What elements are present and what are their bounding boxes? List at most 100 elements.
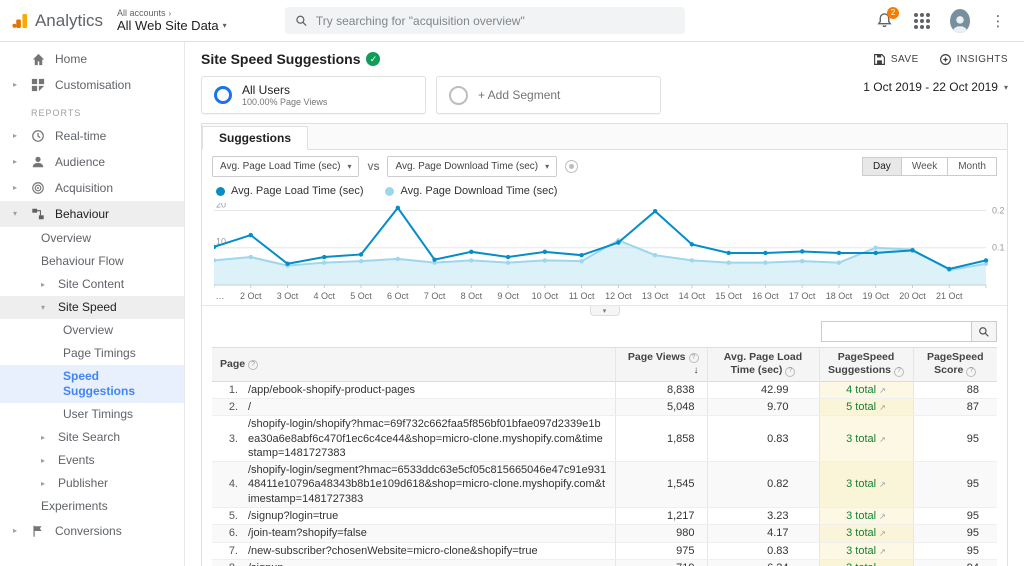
suggestions-cell[interactable]: 3 total ↗ <box>819 559 913 566</box>
reports-section-label: REPORTS <box>0 98 184 123</box>
page-cell[interactable]: /join-team?shopify=false <box>240 525 615 542</box>
info-icon[interactable]: ? <box>966 367 976 377</box>
sidebar-item-user-timings[interactable]: User Timings <box>0 403 184 426</box>
caret-right-icon: ▸ <box>13 80 21 90</box>
notifications-button[interactable]: 2 <box>874 11 894 31</box>
suggestions-cell[interactable]: 4 total ↗ <box>819 381 913 398</box>
granularity-month-button[interactable]: Month <box>948 157 997 176</box>
global-search-input[interactable] <box>316 14 675 28</box>
sidebar-item-behaviour-overview[interactable]: Overview <box>0 227 184 250</box>
svg-text:9 Oct: 9 Oct <box>497 291 519 301</box>
notification-badge: 2 <box>887 7 899 19</box>
granularity-week-button[interactable]: Week <box>902 157 948 176</box>
apps-grid-button[interactable] <box>912 11 932 31</box>
page-cell[interactable]: /new-subscriber?chosenWebsite=micro-clon… <box>240 542 615 559</box>
sidebar-item-speed-overview[interactable]: Overview <box>0 319 184 342</box>
row-index: 5. <box>212 508 240 525</box>
views-cell: 1,217 <box>615 508 707 525</box>
column-header-suggestions[interactable]: PageSpeed Suggestions? <box>819 348 913 382</box>
analytics-logo[interactable]: Analytics <box>0 10 103 32</box>
timeseries-chart[interactable]: 200.2100.1…2 Oct3 Oct4 Oct5 Oct6 Oct7 Oc… <box>202 201 1007 305</box>
table-search-button[interactable] <box>971 321 997 342</box>
page-cell[interactable]: /shopify-login/shopify?hmac=69f732c662fa… <box>240 416 615 462</box>
suggestions-cell[interactable]: 3 total ↗ <box>819 508 913 525</box>
load-time-cell: 3.23 <box>707 508 819 525</box>
page-cell[interactable]: /shopify-login/segment?hmac=6533ddc63e5c… <box>240 462 615 508</box>
sidebar-item-audience[interactable]: ▸ Audience <box>0 149 184 175</box>
granularity-day-button[interactable]: Day <box>862 157 902 176</box>
svg-text:12 Oct: 12 Oct <box>605 291 632 301</box>
kebab-icon: ⋮ <box>991 12 1006 30</box>
views-cell: 975 <box>615 542 707 559</box>
page-cell[interactable]: /signup <box>240 559 615 566</box>
sidebar-item-behaviour-flow[interactable]: Behaviour Flow <box>0 250 184 273</box>
table-header-row: Page? Page Views?↓ Avg. Page Load Time (… <box>212 348 997 382</box>
save-icon <box>873 53 886 66</box>
column-header-page-views[interactable]: Page Views?↓ <box>615 348 707 382</box>
sidebar-item-experiments[interactable]: Experiments <box>0 495 184 518</box>
add-segment-button[interactable]: + Add Segment <box>436 76 661 114</box>
svg-text:7 Oct: 7 Oct <box>424 291 446 301</box>
sidebar-item-publisher[interactable]: ▸ Publisher <box>0 472 184 495</box>
info-icon[interactable]: ? <box>785 367 795 377</box>
svg-text:21 Oct: 21 Oct <box>936 291 963 301</box>
date-range-picker[interactable]: 1 Oct 2019 - 22 Oct 2019 ▾ <box>863 80 1008 94</box>
load-time-cell: 6.24 <box>707 559 819 566</box>
more-menu-button[interactable]: ⋮ <box>988 11 1008 31</box>
account-avatar[interactable] <box>950 11 970 31</box>
legend-dot-icon <box>216 187 225 196</box>
save-button[interactable]: SAVE <box>873 53 919 66</box>
sidebar-item-speed-suggestions[interactable]: Speed Suggestions <box>0 365 184 403</box>
svg-text:3 Oct: 3 Oct <box>277 291 299 301</box>
sidebar-item-customisation[interactable]: ▸ Customisation <box>0 72 184 98</box>
info-icon[interactable]: ? <box>689 353 699 363</box>
suggestions-cell[interactable]: 3 total ↗ <box>819 542 913 559</box>
suggestions-cell[interactable]: 3 total ↗ <box>819 416 913 462</box>
suggestions-cell[interactable]: 5 total ↗ <box>819 398 913 415</box>
suggestions-cell[interactable]: 3 total ↗ <box>819 462 913 508</box>
load-time-cell: 0.82 <box>707 462 819 508</box>
table-search-input[interactable] <box>821 321 971 342</box>
column-header-page[interactable]: Page? <box>212 348 615 382</box>
svg-text:20 Oct: 20 Oct <box>899 291 926 301</box>
chevron-right-icon: › <box>169 9 172 18</box>
insights-button[interactable]: INSIGHTS <box>939 53 1008 66</box>
segment-all-users[interactable]: All Users 100.00% Page Views <box>201 76 426 114</box>
page-cell[interactable]: /signup?login=true <box>240 508 615 525</box>
column-header-score[interactable]: PageSpeed Score? <box>913 348 997 382</box>
analytics-logo-icon <box>12 10 29 32</box>
account-switcher[interactable]: All accounts › All Web Site Data ▾ <box>117 8 227 33</box>
sidebar-item-acquisition[interactable]: ▸ Acquisition <box>0 175 184 201</box>
views-cell: 980 <box>615 525 707 542</box>
app-name: Analytics <box>35 11 103 31</box>
sidebar-item-behaviour[interactable]: ▾ Behaviour <box>0 201 184 227</box>
page-cell[interactable]: / <box>240 398 615 415</box>
caret-right-icon: ▸ <box>41 280 49 290</box>
sidebar-item-events[interactable]: ▸ Events <box>0 449 184 472</box>
suggestions-cell[interactable]: 3 total ↗ <box>819 525 913 542</box>
svg-text:0.2: 0.2 <box>992 205 1005 215</box>
info-icon[interactable]: ? <box>894 367 904 377</box>
caret-down-icon: ▾ <box>13 209 21 219</box>
sidebar-item-site-content[interactable]: ▸ Site Content <box>0 273 184 296</box>
row-index: 6. <box>212 525 240 542</box>
sidebar-item-page-timings[interactable]: Page Timings <box>0 342 184 365</box>
secondary-metric-dropdown[interactable]: Avg. Page Download Time (sec) ▾ <box>387 156 557 177</box>
sidebar-item-site-speed[interactable]: ▾ Site Speed <box>0 296 184 319</box>
sidebar-item-realtime[interactable]: ▸ Real-time <box>0 123 184 149</box>
tab-suggestions[interactable]: Suggestions <box>202 126 308 150</box>
primary-metric-dropdown[interactable]: Avg. Page Load Time (sec) ▾ <box>212 156 359 177</box>
account-label: All accounts <box>117 8 166 18</box>
sidebar-item-conversions[interactable]: ▸ Conversions <box>0 518 184 544</box>
clear-comparison-icon[interactable] <box>565 160 578 173</box>
collapse-graph-button[interactable]: ▾ <box>590 306 620 316</box>
segment-ring-icon <box>449 86 468 105</box>
info-icon[interactable]: ? <box>248 360 258 370</box>
svg-text:10 Oct: 10 Oct <box>532 291 559 301</box>
page-cell[interactable]: /app/ebook-shopify-product-pages <box>240 381 615 398</box>
global-search[interactable] <box>285 7 685 34</box>
sidebar-item-home[interactable]: Home <box>0 46 184 72</box>
column-header-load-time[interactable]: Avg. Page Load Time (sec)? <box>707 348 819 382</box>
sidebar-item-site-search[interactable]: ▸ Site Search <box>0 426 184 449</box>
sidebar: Home ▸ Customisation REPORTS ▸ Real-time… <box>0 42 185 566</box>
